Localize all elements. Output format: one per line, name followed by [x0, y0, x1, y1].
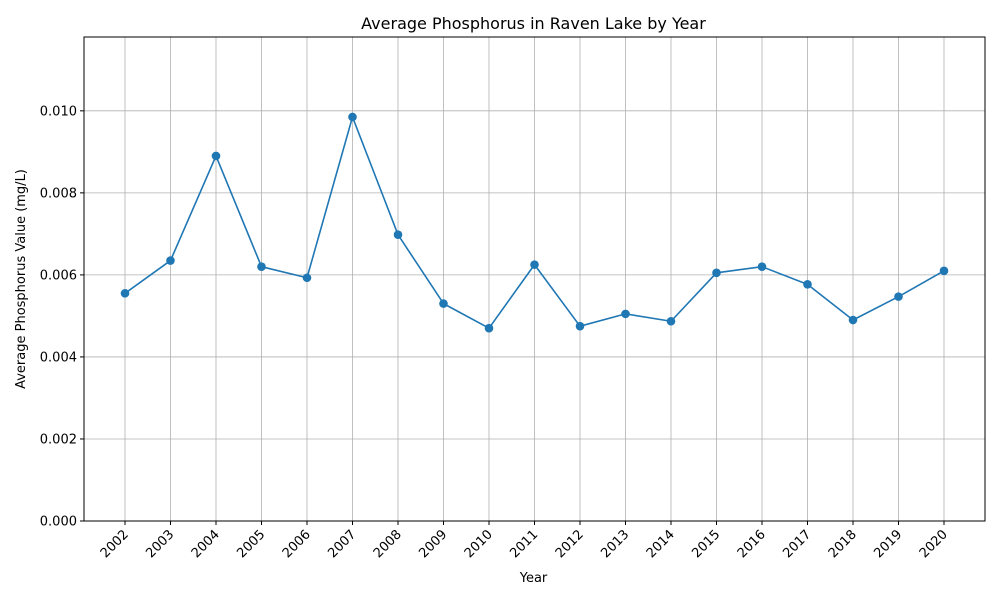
data-point: [666, 316, 676, 326]
data-point: [530, 260, 539, 269]
y-tick-label: 0.008: [40, 186, 77, 201]
y-tick-label: 0.004: [40, 350, 77, 365]
chart-title: Average Phosphorus in Raven Lake by Year: [361, 14, 706, 33]
data-point: [939, 266, 949, 276]
y-tick-label: 0.002: [40, 432, 77, 447]
data-point: [257, 262, 266, 271]
y-tick-label: 0.010: [40, 104, 77, 119]
data-point: [575, 321, 585, 331]
data-point: [120, 289, 130, 298]
x-axis-label: Year: [519, 571, 548, 586]
y-axis-label: Average Phosphorus Value (mg/L): [14, 169, 29, 389]
series-layer: [120, 112, 949, 333]
data-point: [757, 262, 767, 271]
y-axis: 0.000 0.002 0.004 0.006 0.008 0.010: [40, 104, 84, 530]
data-point: [348, 112, 357, 122]
data-point: [803, 280, 812, 289]
data-point: [894, 292, 903, 301]
data-point: [302, 273, 312, 283]
data-point: [393, 230, 403, 240]
y-tick-label: 0.000: [40, 515, 77, 530]
data-point: [712, 268, 721, 278]
data-point: [621, 309, 630, 319]
data-point: [848, 315, 858, 325]
data-point: [439, 299, 448, 308]
data-point: [211, 151, 221, 161]
data-point: [166, 256, 175, 265]
data-point: [484, 323, 494, 333]
y-tick-label: 0.006: [40, 268, 77, 283]
